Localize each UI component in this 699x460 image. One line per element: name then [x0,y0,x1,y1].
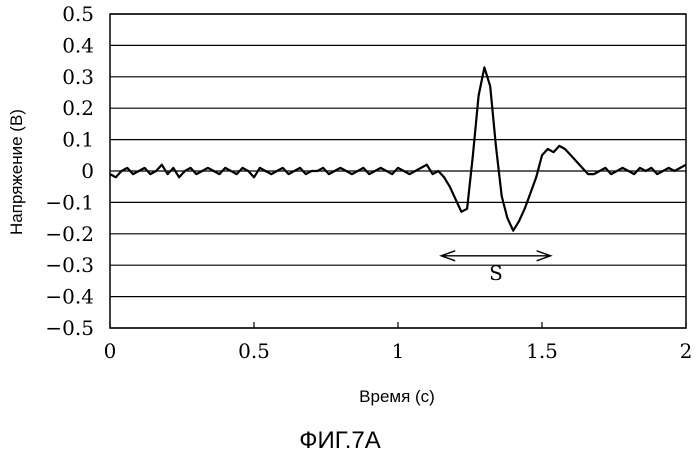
x-tick-label: 0 [104,339,117,363]
y-axis-title: Напряжение (В) [7,109,26,235]
figure-caption: ФИГ.7А [299,427,381,454]
y-tick-label: −0.3 [45,253,94,277]
y-tick-label: −0.5 [45,316,94,340]
x-tick-label: 1 [392,339,405,363]
y-tick-label: 0.4 [62,33,94,57]
y-tick-label: −0.2 [45,222,94,246]
y-tick-label: 0.5 [62,2,94,26]
y-tick-label: −0.1 [45,190,94,214]
x-axis-title: Время (с) [359,387,435,406]
y-tick-labels: 0.5 0.4 0.3 0.2 0.1 0 −0.1 −0.2 −0.3 −0.4 −0.5 [45,2,94,340]
duration-annotation: S [441,251,550,285]
y-tick-label: 0.3 [62,65,94,89]
y-tick-label: 0.1 [62,128,94,152]
x-tick-label: 2 [680,339,693,363]
y-tick-label: 0 [81,159,94,183]
series-line-voltage [110,67,686,230]
y-tick-label: −0.4 [45,285,94,309]
y-tick-label: 0.2 [62,96,94,120]
x-tick-label: 0.5 [238,339,270,363]
x-tick-label: 1.5 [526,339,558,363]
duration-label: S [489,261,503,285]
